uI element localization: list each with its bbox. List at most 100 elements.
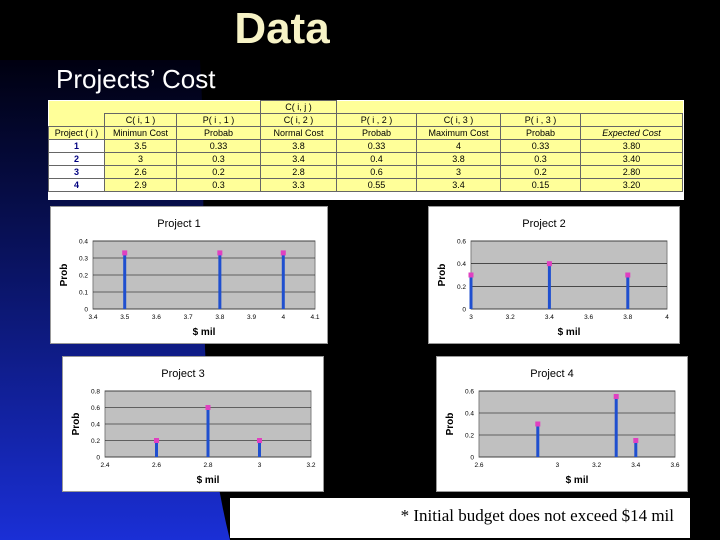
cell-p3: 0.33 (500, 139, 581, 153)
y-tick-label: 0.4 (457, 261, 466, 268)
x-tick-label: 3.7 (184, 314, 193, 321)
x-tick-label: 3.5 (120, 314, 129, 321)
cell-p2: 0.33 (336, 139, 417, 153)
y-tick-label: 0.2 (91, 438, 100, 445)
x-tick-label: 2.8 (203, 462, 212, 469)
cell-c2: 3.8 (260, 139, 337, 153)
cell-c1: 3.5 (104, 139, 177, 153)
cell-p1: 0.33 (176, 139, 261, 153)
x-tick-label: 3.2 (592, 462, 601, 469)
data-marker (257, 438, 262, 443)
y-axis-label: Prob (71, 413, 82, 436)
chart-project-1: Project 1 0 0.1 0.2 0.3 0.4 3.4 3.5 3.6 3.7 3.8 3.9… (50, 206, 328, 344)
x-axis-label: $ mil (566, 475, 589, 486)
y-tick-label: 0.1 (79, 290, 88, 297)
x-tick-label: 3.4 (88, 314, 97, 321)
table-row: 2 3 0.3 3.4 0.4 3.8 0.3 3.40 (48, 152, 683, 166)
x-axis-label: $ mil (197, 475, 220, 486)
data-marker (154, 438, 159, 443)
data-marker (625, 272, 631, 278)
cell-p3: 0.2 (500, 165, 581, 179)
cell-c1: 2.9 (104, 178, 177, 192)
cost-table: C( i, j ) C( i, 1 ) P( i , 1 ) C( i, 2 )… (48, 100, 684, 200)
data-marker (633, 438, 639, 443)
plot-area (478, 390, 676, 458)
x-tick-label: 3 (258, 462, 262, 469)
header-expected: Expected Cost (580, 126, 683, 140)
x-tick-label: 3 (556, 462, 560, 469)
bar (218, 252, 222, 309)
table-header-row-2: Project ( i ) Minimun Cost Probab Normal… (48, 126, 683, 140)
cell-expected: 3.40 (580, 152, 683, 166)
x-tick-label: 3.8 (215, 314, 224, 321)
bar (469, 275, 473, 309)
slide-title: Data (234, 4, 330, 53)
x-tick-label: 3.4 (631, 462, 640, 469)
bar (626, 275, 630, 309)
x-tick-label: 2.6 (474, 462, 483, 469)
x-tick-label: 4.1 (310, 314, 319, 321)
header-c2: C( i, 2 ) (260, 113, 337, 127)
data-marker (468, 272, 474, 278)
cell-expected: 2.80 (580, 165, 683, 179)
cell-c3: 3.8 (416, 152, 501, 166)
header-c3-sub: Maximum Cost (416, 126, 501, 140)
table-header-row-1: C( i, 1 ) P( i , 1 ) C( i, 2 ) P( i , 2 … (48, 113, 683, 127)
y-tick-label: 0 (470, 455, 474, 462)
data-marker (535, 421, 541, 427)
cell-expected: 3.20 (580, 178, 683, 192)
row-id: 3 (48, 165, 105, 179)
cell-p1: 0.3 (176, 152, 261, 166)
x-tick-label: 2.6 (152, 462, 161, 469)
bar (281, 252, 285, 309)
chart-project-3: Project 3 0 0.2 0.4 0.6 0.8 2.4 2.6 2.8 3 3.2 $ mil… (62, 356, 324, 492)
data-marker (280, 250, 286, 256)
cell-p1: 0.2 (176, 165, 261, 179)
y-tick-label: 0.4 (79, 239, 88, 246)
x-tick-label: 4 (281, 314, 285, 321)
bar (547, 263, 551, 309)
y-tick-label: 0.3 (79, 256, 88, 263)
budget-footnote: * Initial budget does not exceed $14 mil (230, 498, 690, 538)
row-id: 1 (48, 139, 105, 153)
cell-c2: 3.3 (260, 178, 337, 192)
x-tick-label: 3.2 (306, 462, 315, 469)
cell-c3: 3.4 (416, 178, 501, 192)
x-tick-label: 3.9 (247, 314, 256, 321)
row-id: 2 (48, 152, 105, 166)
cell-p2: 0.6 (336, 165, 417, 179)
bar (206, 407, 210, 457)
cell-p1: 0.3 (176, 178, 261, 192)
bar (155, 440, 158, 457)
plot-area (470, 240, 668, 310)
header-c3: C( i, 3 ) (416, 113, 501, 127)
y-axis-label: Prob (59, 264, 70, 287)
slide-subtitle: Projects’ Cost (56, 64, 216, 94)
x-tick-label: 3.4 (545, 314, 554, 321)
y-axis-label: Prob (445, 413, 456, 436)
x-axis-label: $ mil (193, 327, 216, 338)
data-marker (613, 394, 619, 399)
group-header-cell: C( i, j ) (260, 100, 337, 114)
table-row: 3 2.6 0.2 2.8 0.6 3 0.2 2.80 (48, 165, 683, 179)
data-marker (217, 250, 223, 256)
x-tick-label: 3.8 (623, 314, 632, 321)
cell-c3: 3 (416, 165, 501, 179)
x-tick-label: 3.6 (584, 314, 593, 321)
chart-title: Project 4 (530, 368, 573, 380)
header-p2-sub: Probab (336, 126, 417, 140)
header-c1: C( i, 1 ) (104, 113, 177, 127)
cell-c2: 3.4 (260, 152, 337, 166)
y-tick-label: 0.4 (465, 411, 474, 418)
x-tick-label: 2.4 (100, 462, 109, 469)
header-p1-sub: Probab (176, 126, 261, 140)
data-marker (205, 405, 211, 410)
cell-expected: 3.80 (580, 139, 683, 153)
table-row: 1 3.5 0.33 3.8 0.33 4 0.33 3.80 (48, 139, 683, 153)
table-group-header-row: C( i, j ) (48, 100, 683, 114)
cell-c2: 2.8 (260, 165, 337, 179)
row-id: 4 (48, 178, 105, 192)
bar (258, 440, 261, 457)
bar (123, 252, 127, 309)
x-axis-label: $ mil (558, 327, 581, 338)
